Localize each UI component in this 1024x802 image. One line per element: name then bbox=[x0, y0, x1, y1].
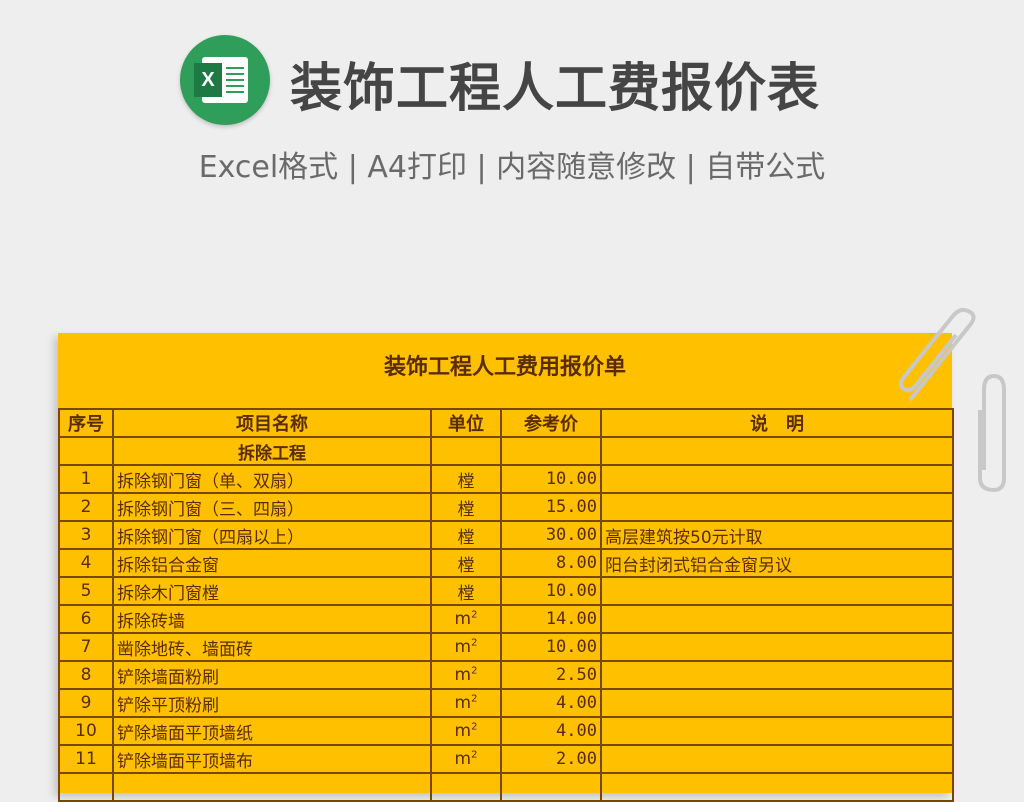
table-row: 4 拆除铝合金窗樘 8.00 阳台封闭式铝合金窗另议 bbox=[58, 548, 954, 578]
note[interactable] bbox=[600, 576, 954, 606]
paperclip-icon bbox=[978, 373, 1006, 493]
cell[interactable] bbox=[58, 772, 114, 802]
col-header: 序号 bbox=[58, 408, 114, 438]
cell[interactable] bbox=[500, 436, 602, 466]
cell[interactable] bbox=[430, 436, 502, 466]
unit[interactable]: 樘 bbox=[430, 548, 502, 578]
row-number[interactable]: 6 bbox=[58, 604, 114, 634]
table-row: 11 铲除墙面平顶墙布 m2 2.00 bbox=[58, 744, 954, 774]
item-name[interactable]: 拆除钢门窗（三、四扇） bbox=[112, 492, 432, 522]
row-number[interactable]: 8 bbox=[58, 660, 114, 690]
table-row: 1 拆除钢门窗（单、双扇）樘 10.00 bbox=[58, 464, 954, 494]
unit[interactable]: m2 bbox=[430, 632, 502, 662]
unit[interactable]: 樘 bbox=[430, 576, 502, 606]
price[interactable]: 8.00 bbox=[500, 548, 602, 578]
cell[interactable] bbox=[58, 436, 114, 466]
unit[interactable]: m2 bbox=[430, 604, 502, 634]
row-number[interactable]: 5 bbox=[58, 576, 114, 606]
note[interactable] bbox=[600, 744, 954, 774]
table-row: 9 铲除平顶粉刷 m2 4.00 bbox=[58, 688, 954, 718]
item-name[interactable]: 拆除砖墙 bbox=[112, 604, 432, 634]
table-row: 2 拆除钢门窗（三、四扇）樘 15.00 bbox=[58, 492, 954, 522]
note[interactable] bbox=[600, 492, 954, 522]
price[interactable]: 10.00 bbox=[500, 576, 602, 606]
col-header: 项目名称 bbox=[112, 408, 432, 438]
note[interactable]: 阳台封闭式铝合金窗另议 bbox=[600, 548, 954, 578]
note[interactable] bbox=[600, 688, 954, 718]
item-name[interactable]: 拆除钢门窗（四扇以上） bbox=[112, 520, 432, 550]
row-number[interactable]: 4 bbox=[58, 548, 114, 578]
price[interactable]: 10.00 bbox=[500, 632, 602, 662]
item-name[interactable]: 铲除墙面粉刷 bbox=[112, 660, 432, 690]
col-header: 说 明 bbox=[600, 408, 954, 438]
unit[interactable]: m2 bbox=[430, 716, 502, 746]
excel-icon: X bbox=[180, 35, 270, 125]
item-name[interactable]: 凿除地砖、墙面砖 bbox=[112, 632, 432, 662]
item-name[interactable]: 拆除木门窗樘 bbox=[112, 576, 432, 606]
price[interactable]: 14.00 bbox=[500, 604, 602, 634]
table-row bbox=[58, 772, 954, 802]
table-row: 8 铲除墙面粉刷 m2 2.50 bbox=[58, 660, 954, 690]
row-number[interactable]: 9 bbox=[58, 688, 114, 718]
note[interactable]: 高层建筑按50元计取 bbox=[600, 520, 954, 550]
page-subtitle: Excel格式 | A4打印 | 内容随意修改 | 自带公式 bbox=[198, 150, 826, 185]
table-row: 6 拆除砖墙 m2 14.00 bbox=[58, 604, 954, 634]
note[interactable] bbox=[600, 464, 954, 494]
cell[interactable] bbox=[500, 772, 602, 802]
spreadsheet: 装饰工程人工费用报价单 序号 项目名称 单位 参考价 说 明 拆除工程 1 拆除钢… bbox=[58, 333, 954, 802]
item-name[interactable]: 铲除墙面平顶墙纸 bbox=[112, 716, 432, 746]
unit[interactable]: m2 bbox=[430, 660, 502, 690]
price[interactable]: 4.00 bbox=[500, 716, 602, 746]
price[interactable]: 15.00 bbox=[500, 492, 602, 522]
note[interactable] bbox=[600, 716, 954, 746]
section-row: 拆除工程 bbox=[58, 436, 954, 466]
row-number[interactable]: 3 bbox=[58, 520, 114, 550]
page-title: 装饰工程人工费报价表 bbox=[290, 59, 821, 119]
price[interactable]: 2.50 bbox=[500, 660, 602, 690]
unit[interactable]: 樘 bbox=[430, 520, 502, 550]
table-row: 3 拆除钢门窗（四扇以上）樘 30.00 高层建筑按50元计取 bbox=[58, 520, 954, 550]
cell[interactable] bbox=[600, 436, 954, 466]
table-row: 7 凿除地砖、墙面砖 m2 10.00 bbox=[58, 632, 954, 662]
price[interactable]: 10.00 bbox=[500, 464, 602, 494]
price[interactable]: 4.00 bbox=[500, 688, 602, 718]
note[interactable] bbox=[600, 660, 954, 690]
row-number[interactable]: 7 bbox=[58, 632, 114, 662]
price[interactable]: 2.00 bbox=[500, 744, 602, 774]
note[interactable] bbox=[600, 604, 954, 634]
item-name[interactable]: 铲除平顶粉刷 bbox=[112, 688, 432, 718]
col-header: 参考价 bbox=[500, 408, 602, 438]
unit[interactable]: 樘 bbox=[430, 492, 502, 522]
header-row: 序号 项目名称 单位 参考价 说 明 bbox=[58, 408, 954, 438]
item-name[interactable]: 拆除铝合金窗 bbox=[112, 548, 432, 578]
paperclip-icon bbox=[899, 307, 976, 402]
row-number[interactable]: 11 bbox=[58, 744, 114, 774]
note[interactable] bbox=[600, 632, 954, 662]
price[interactable]: 30.00 bbox=[500, 520, 602, 550]
item-name[interactable]: 拆除钢门窗（单、双扇） bbox=[112, 464, 432, 494]
section-title[interactable]: 拆除工程 bbox=[112, 436, 432, 466]
cell[interactable] bbox=[430, 772, 502, 802]
cell[interactable] bbox=[600, 772, 954, 802]
table-row: 5 拆除木门窗樘樘 10.00 bbox=[58, 576, 954, 606]
unit[interactable]: 樘 bbox=[430, 464, 502, 494]
item-name[interactable]: 铲除墙面平顶墙布 bbox=[112, 744, 432, 774]
sheet-title: 装饰工程人工费用报价单 bbox=[383, 354, 626, 380]
unit[interactable]: m2 bbox=[430, 744, 502, 774]
col-header: 单位 bbox=[430, 408, 502, 438]
row-number[interactable]: 10 bbox=[58, 716, 114, 746]
cell[interactable] bbox=[112, 772, 432, 802]
row-number[interactable]: 2 bbox=[58, 492, 114, 522]
price-table: 序号 项目名称 单位 参考价 说 明 拆除工程 1 拆除钢门窗（单、双扇）樘 10.… bbox=[58, 408, 954, 802]
row-number[interactable]: 1 bbox=[58, 464, 114, 494]
table-row: 10 铲除墙面平顶墙纸 m2 4.00 bbox=[58, 716, 954, 746]
unit[interactable]: m2 bbox=[430, 688, 502, 718]
